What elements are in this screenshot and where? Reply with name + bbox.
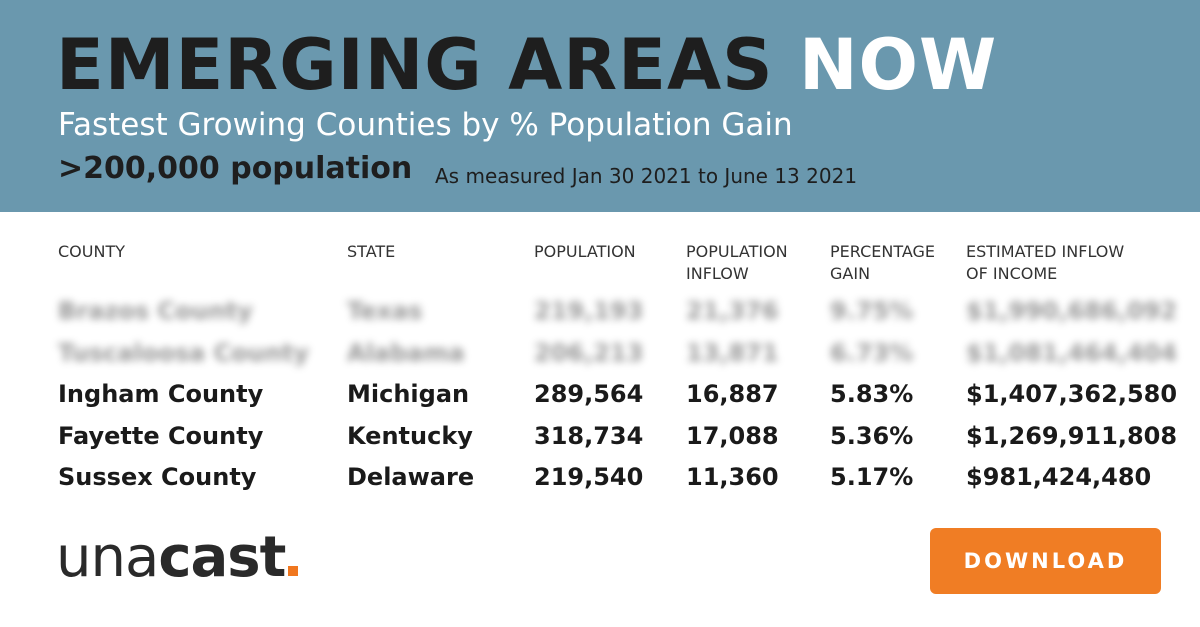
cell-county: Fayette County	[58, 421, 264, 450]
cell-gain: 5.36%	[830, 421, 914, 450]
cell-inflow: 17,088	[686, 421, 779, 450]
population-threshold: >200,000 population	[58, 151, 413, 186]
cell-state: Alabama	[347, 338, 465, 367]
table-row: Fayette County Kentucky 318,734 17,088 5…	[58, 416, 1178, 458]
table-row: Sussex County Delaware 219,540 11,360 5.…	[58, 457, 1178, 499]
header-county: COUNTY	[58, 242, 125, 261]
cell-inflow: 16,887	[686, 380, 779, 408]
header-population: POPULATION	[534, 242, 636, 261]
measurement-period: As measured Jan 30 2021 to June 13 2021	[435, 164, 858, 188]
title-main: EMERGING AREAS	[56, 24, 774, 106]
cell-income: $1,990,686,092	[966, 297, 1178, 325]
header-population-inflow: POPULATION INFLOW	[686, 242, 788, 283]
cell-income: $981,424,480	[966, 463, 1152, 491]
logo-dot-icon	[288, 566, 299, 576]
logo-text-bold: cast	[158, 525, 286, 590]
cell-population: 219,193	[534, 297, 644, 325]
table-header: COUNTY STATE POPULATION POPULATION INFLO…	[58, 241, 1178, 291]
cell-state: Kentucky	[347, 421, 473, 450]
header-estimated-inflow: ESTIMATED INFLOW OF INCOME	[966, 242, 1125, 283]
cell-state: Michigan	[347, 380, 470, 408]
page-title: EMERGING AREAS NOW	[56, 30, 997, 100]
cell-county: Tuscaloosa County	[58, 338, 309, 367]
page-subtitle: Fastest Growing Counties by % Population…	[58, 107, 793, 143]
table-row-blurred: Brazos County Texas 219,193 21,376 9.75%…	[58, 291, 1178, 333]
cell-gain: 6.73%	[830, 338, 914, 367]
cell-county: Ingham County	[58, 380, 264, 408]
cell-gain: 9.75%	[830, 297, 914, 325]
cell-inflow: 11,360	[686, 463, 779, 491]
cell-county: Sussex County	[58, 463, 257, 491]
cell-income: $1,407,362,580	[966, 380, 1178, 408]
cell-state: Texas	[347, 297, 423, 325]
cell-gain: 5.17%	[830, 463, 914, 491]
cell-population: 206,213	[534, 338, 644, 367]
cell-inflow: 21,376	[686, 297, 779, 325]
download-button[interactable]: DOWNLOAD	[930, 528, 1161, 594]
counties-table: COUNTY STATE POPULATION POPULATION INFLO…	[58, 241, 1178, 499]
cell-county: Brazos County	[58, 297, 253, 325]
cell-inflow: 13,871	[686, 338, 779, 367]
unacast-logo: unacast	[56, 530, 299, 586]
title-highlight: NOW	[798, 24, 998, 106]
cell-population: 289,564	[534, 380, 644, 408]
hero-banner: EMERGING AREAS NOW Fastest Growing Count…	[0, 0, 1200, 212]
cell-income: $1,081,464,404	[966, 338, 1178, 367]
header-state: STATE	[347, 242, 396, 261]
logo-text-light: una	[56, 525, 159, 590]
cell-gain: 5.83%	[830, 380, 914, 408]
cell-population: 219,540	[534, 463, 644, 491]
cell-population: 318,734	[534, 421, 644, 450]
header-percentage-gain: PERCENTAGE GAIN	[830, 242, 936, 283]
cell-state: Delaware	[347, 463, 475, 491]
cell-income: $1,269,911,808	[966, 421, 1178, 450]
table-row-blurred: Tuscaloosa County Alabama 206,213 13,871…	[58, 333, 1178, 375]
table-row: Ingham County Michigan 289,564 16,887 5.…	[58, 374, 1178, 416]
